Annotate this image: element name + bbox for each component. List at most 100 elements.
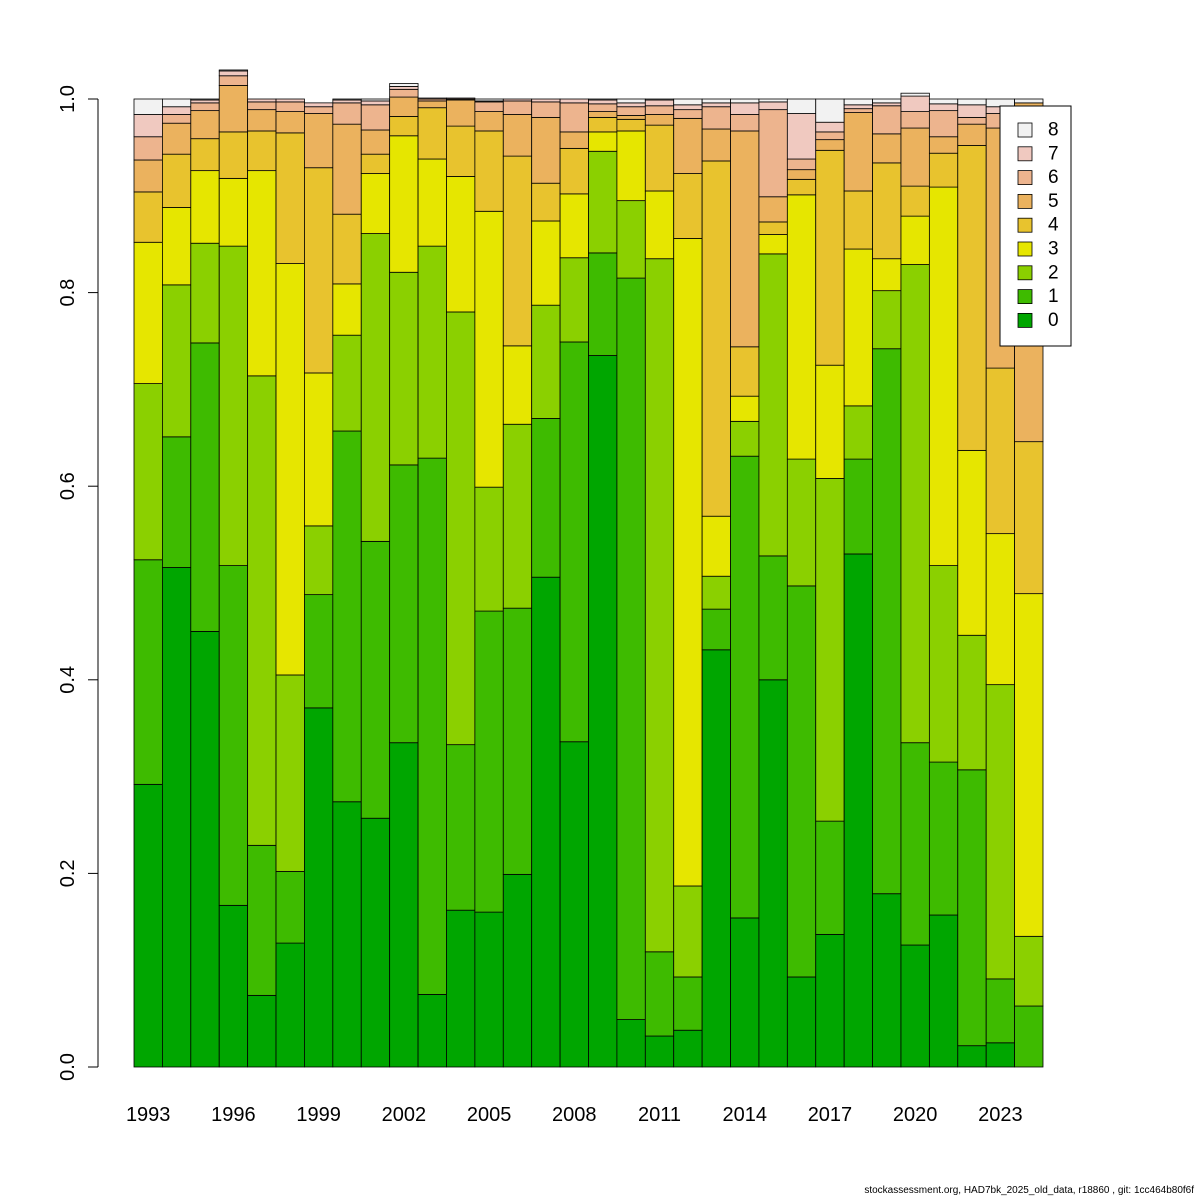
bar-2019-age-4: [872, 162, 902, 260]
bar-1995-age-7: [190, 99, 220, 104]
bar-1998-age-3: [275, 263, 305, 676]
bar-2017-age-6: [815, 131, 845, 141]
bar-2017-age-8: [815, 98, 845, 123]
bar-2012-age-5: [673, 117, 703, 174]
bar-2009-age-4: [588, 116, 618, 133]
legend-swatch-1: [1017, 289, 1033, 305]
x-tick-label: 2002: [382, 1104, 427, 1126]
bar-1995-age-6: [190, 102, 220, 112]
bar-2023-age-0: [985, 1042, 1016, 1068]
bar-2009-age-3: [588, 131, 618, 152]
bar-2000-age-0: [332, 801, 362, 1068]
bar-2018-age-5: [843, 112, 873, 192]
bar-2016-age-2: [786, 458, 817, 587]
bar-2001-age-4: [360, 153, 391, 174]
bar-2001-age-1: [360, 540, 391, 819]
bar-2022-age-3: [957, 449, 987, 636]
bar-1999-age-5: [304, 113, 334, 169]
bar-2011-age-5: [644, 114, 675, 126]
bar-2001-age-5: [360, 129, 391, 155]
bar-1999-age-6: [304, 106, 334, 114]
bar-2004-age-0: [446, 909, 476, 1068]
bar-2006-age-7: [502, 98, 533, 102]
bar-1994-age-1: [162, 436, 192, 568]
bar-1998-age-0: [275, 942, 305, 1068]
bar-2007-age-7: [531, 98, 561, 103]
bar-2009-age-0: [588, 355, 618, 1068]
bar-2002-age-2: [389, 271, 419, 466]
bar-2006-age-3: [502, 345, 533, 425]
bar-1994-age-4: [162, 153, 192, 208]
y-tick-label: 0.4: [57, 666, 79, 694]
bar-2020-age-8: [900, 92, 930, 97]
bar-2022-age-1: [957, 769, 987, 1047]
bar-1995-age-8: [190, 98, 220, 101]
bar-1996-age-7: [218, 70, 249, 77]
bar-1997-age-5: [247, 109, 277, 132]
y-axis: 0.0 0.2 0.4 0.6 0.8 1.0: [57, 85, 99, 1081]
bar-2015-age-7: [758, 101, 788, 111]
bar-2004-age-4: [446, 125, 476, 177]
bar-2011-age-3: [644, 190, 675, 260]
x-tick-label: 2008: [552, 1104, 597, 1126]
bar-1999-age-3: [304, 372, 334, 527]
bar-2000-age-6: [332, 102, 362, 125]
bar-2003-age-1: [417, 457, 447, 995]
bar-2021-age-0: [928, 914, 959, 1068]
bar-1995-age-1: [190, 342, 220, 632]
bar-2001-age-7: [360, 100, 391, 106]
x-tick-label: 2011: [638, 1104, 681, 1126]
bar-2010-age-4: [616, 118, 646, 132]
bar-2003-age-2: [417, 245, 447, 459]
bar-2012-age-3: [673, 237, 703, 887]
bar-2007-age-5: [531, 116, 561, 184]
bar-2012-age-6: [673, 109, 703, 119]
bar-2010-age-7: [616, 102, 646, 108]
bar-1998-age-6: [275, 101, 305, 112]
bar-2020-age-2: [900, 264, 930, 744]
bar-1996-age-3: [218, 177, 249, 247]
bar-1995-age-4: [190, 138, 220, 172]
bar-2002-age-8: [389, 83, 419, 87]
bar-2024-age-1: [1014, 1005, 1044, 1068]
bar-2012-age-0: [673, 1029, 703, 1068]
bar-1993-age-4: [133, 191, 163, 243]
bar-2016-age-8: [786, 98, 817, 114]
bar-2015-age-4: [758, 221, 788, 235]
bar-2004-age-7: [446, 97, 476, 100]
legend-swatch-7: [1017, 146, 1033, 162]
bar-1994-age-7: [162, 106, 192, 115]
bar-1999-age-2: [304, 525, 334, 596]
bar-2000-age-1: [332, 430, 362, 803]
bar-1996-age-2: [218, 245, 249, 566]
bar-2011-age-0: [644, 1035, 675, 1068]
bar-2014-age-4: [730, 346, 760, 397]
bar-2021-age-4: [928, 152, 959, 188]
bar-1998-age-7: [275, 98, 305, 103]
footer-caption: stockassessment.org, HAD7bk_2025_old_dat…: [864, 1185, 1194, 1196]
bar-2001-age-3: [360, 173, 391, 234]
bar-2012-age-4: [673, 173, 703, 239]
legend-box: [999, 105, 1072, 347]
bar-1999-age-1: [304, 594, 334, 709]
bar-2005-age-1: [474, 610, 504, 913]
bar-2008-age-2: [559, 257, 589, 343]
bar-1994-age-3: [162, 207, 192, 286]
bar-1996-age-6: [218, 75, 249, 86]
bar-2022-age-5: [957, 123, 987, 146]
bar-2019-age-0: [872, 893, 902, 1068]
bar-2021-age-2: [928, 565, 959, 763]
bar-2018-age-2: [843, 405, 873, 460]
bar-2021-age-3: [928, 186, 959, 566]
bar-2012-age-7: [673, 104, 703, 111]
bar-2003-age-5: [417, 100, 447, 109]
bar-1997-age-7: [247, 98, 277, 103]
bar-2005-age-5: [474, 111, 504, 132]
bar-1993-age-2: [133, 383, 163, 561]
bar-2022-age-0: [957, 1045, 987, 1068]
bar-2018-age-8: [843, 98, 873, 106]
y-tick-label: 0.8: [57, 279, 79, 307]
legend-label-0: 0: [1048, 310, 1059, 331]
bars-layer: [133, 69, 1044, 1068]
bar-1994-age-5: [162, 122, 192, 155]
